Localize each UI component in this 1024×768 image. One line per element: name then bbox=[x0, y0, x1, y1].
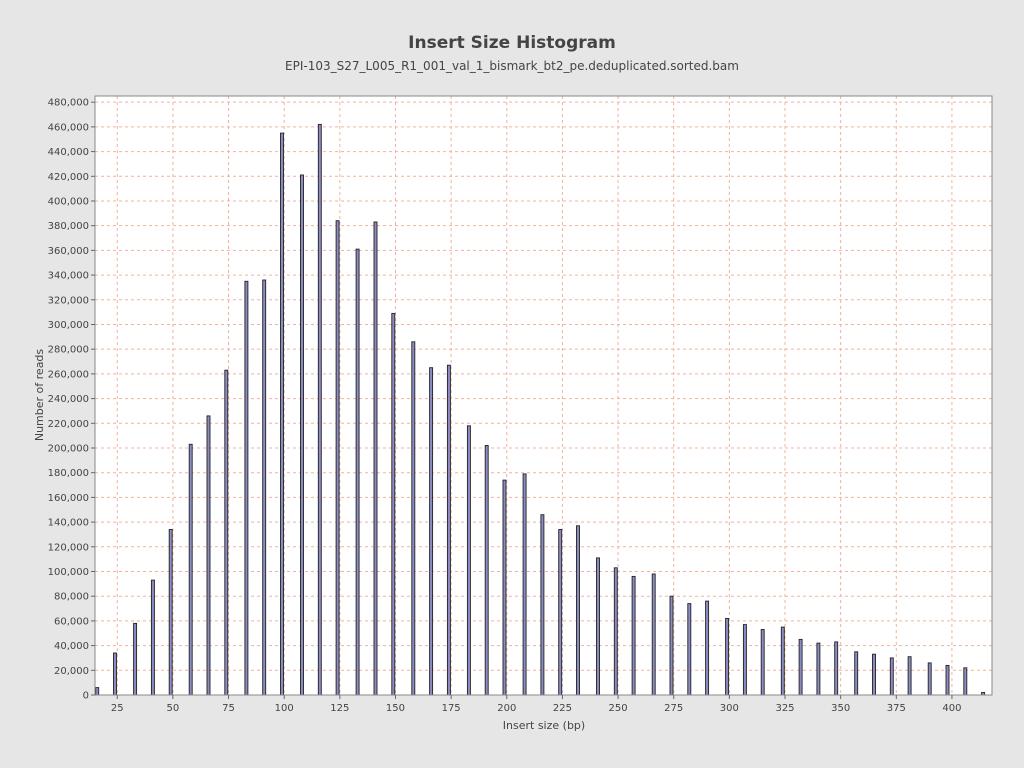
histogram-bar bbox=[355, 248, 360, 696]
y-tick-label: 20,000 bbox=[54, 666, 89, 677]
histogram-bar bbox=[760, 629, 765, 696]
histogram-bar bbox=[113, 652, 117, 696]
x-tick-label: 350 bbox=[831, 703, 850, 714]
y-tick-label: 160,000 bbox=[48, 493, 89, 504]
histogram-bar bbox=[224, 369, 229, 696]
histogram-bar bbox=[907, 656, 912, 696]
histogram-bar bbox=[631, 575, 636, 696]
x-tick-label: 225 bbox=[553, 703, 572, 714]
histogram-bar bbox=[262, 279, 267, 696]
y-tick-label: 200,000 bbox=[48, 443, 89, 454]
histogram-bar bbox=[244, 280, 249, 696]
y-tick-label: 360,000 bbox=[48, 246, 89, 257]
y-tick-label: 480,000 bbox=[48, 98, 89, 109]
x-tick-label: 275 bbox=[664, 703, 683, 714]
histogram-bar bbox=[742, 624, 747, 696]
histogram-bar bbox=[798, 638, 803, 696]
x-tick-label: 375 bbox=[887, 703, 906, 714]
histogram-bar bbox=[206, 415, 211, 696]
histogram-bar bbox=[188, 443, 193, 696]
y-tick-label: 320,000 bbox=[48, 295, 89, 306]
x-tick-label: 25 bbox=[111, 703, 124, 714]
x-tick-label: 175 bbox=[442, 703, 461, 714]
y-axis: 0 20,000 40,000 60,000 80,000 100,000 120,000 1… bbox=[48, 98, 95, 702]
y-tick-label: 40,000 bbox=[54, 641, 89, 652]
x-tick-label: 50 bbox=[167, 703, 180, 714]
histogram-bar bbox=[522, 473, 527, 696]
histogram-bar bbox=[927, 662, 932, 696]
histogram-bars bbox=[95, 123, 986, 696]
y-tick-label: 180,000 bbox=[48, 468, 89, 479]
histogram-bar bbox=[300, 174, 304, 696]
histogram-bar bbox=[484, 445, 489, 696]
histogram-bar bbox=[651, 573, 656, 696]
y-tick-label: 440,000 bbox=[48, 147, 89, 158]
x-tick-label: 150 bbox=[386, 703, 405, 714]
histogram-bar bbox=[725, 617, 730, 696]
histogram-bar bbox=[540, 514, 545, 696]
x-tick-label: 200 bbox=[497, 703, 516, 714]
histogram-bar bbox=[705, 600, 710, 696]
y-tick-label: 460,000 bbox=[48, 122, 89, 133]
x-tick-label: 250 bbox=[609, 703, 628, 714]
histogram-bar bbox=[95, 687, 100, 696]
y-tick-label: 340,000 bbox=[48, 271, 89, 282]
y-tick-label: 60,000 bbox=[54, 616, 89, 627]
histogram-bar bbox=[780, 626, 785, 696]
histogram-bar bbox=[558, 529, 563, 696]
chart-title: Insert Size Histogram bbox=[408, 33, 616, 53]
y-tick-label: 100,000 bbox=[48, 567, 89, 578]
histogram-bar bbox=[466, 425, 471, 696]
histogram-bar bbox=[963, 667, 968, 696]
histogram-bar bbox=[446, 364, 451, 696]
y-tick-label: 280,000 bbox=[48, 345, 89, 356]
x-tick-label: 125 bbox=[330, 703, 349, 714]
histogram-bar bbox=[576, 525, 580, 696]
y-tick-label: 300,000 bbox=[48, 320, 89, 331]
y-tick-label: 120,000 bbox=[48, 542, 89, 553]
histogram-bar bbox=[502, 479, 507, 696]
x-tick-label: 100 bbox=[275, 703, 294, 714]
histogram-bar bbox=[150, 579, 155, 696]
histogram-bar bbox=[834, 641, 839, 696]
histogram-bar bbox=[391, 312, 396, 696]
histogram-bar bbox=[280, 132, 284, 696]
histogram-bar bbox=[816, 642, 821, 696]
x-tick-label: 75 bbox=[222, 703, 235, 714]
y-tick-label: 140,000 bbox=[48, 518, 89, 529]
x-tick-label: 325 bbox=[775, 703, 794, 714]
y-tick-label: 420,000 bbox=[48, 172, 89, 183]
x-axis: 25 50 75 100 125 150 175 200 225 250 275 300 325 350 3… bbox=[111, 695, 961, 714]
histogram-bar bbox=[872, 653, 876, 696]
histogram-bar bbox=[335, 220, 340, 696]
histogram-bar bbox=[373, 221, 378, 696]
histogram-bar bbox=[669, 595, 674, 696]
y-tick-label: 260,000 bbox=[48, 369, 89, 380]
y-tick-label: 220,000 bbox=[48, 419, 89, 430]
histogram-bar bbox=[317, 123, 322, 696]
y-tick-label: 240,000 bbox=[48, 394, 89, 405]
histogram-bar bbox=[945, 664, 950, 696]
y-axis-label: Number of reads bbox=[33, 349, 46, 442]
histogram-bar bbox=[687, 603, 692, 696]
histogram-bar bbox=[613, 567, 618, 696]
grid-lines bbox=[95, 96, 992, 695]
x-tick-label: 400 bbox=[942, 703, 961, 714]
histogram-bar bbox=[596, 557, 600, 696]
x-axis-label: Insert size (bp) bbox=[503, 719, 585, 732]
histogram-bar bbox=[429, 367, 434, 696]
y-tick-label: 380,000 bbox=[48, 221, 89, 232]
histogram-bar bbox=[133, 622, 138, 696]
histogram-bar bbox=[854, 651, 859, 696]
y-tick-label: 0 bbox=[83, 691, 89, 702]
x-tick-label: 300 bbox=[720, 703, 739, 714]
histogram-bar bbox=[168, 529, 173, 696]
plot-border bbox=[94, 95, 993, 696]
chart-subtitle: EPI-103_S27_L005_R1_001_val_1_bismark_bt… bbox=[285, 59, 739, 73]
histogram-bar bbox=[411, 341, 416, 696]
y-tick-label: 400,000 bbox=[48, 196, 89, 207]
y-tick-label: 80,000 bbox=[54, 592, 89, 603]
histogram-bar bbox=[889, 657, 894, 696]
